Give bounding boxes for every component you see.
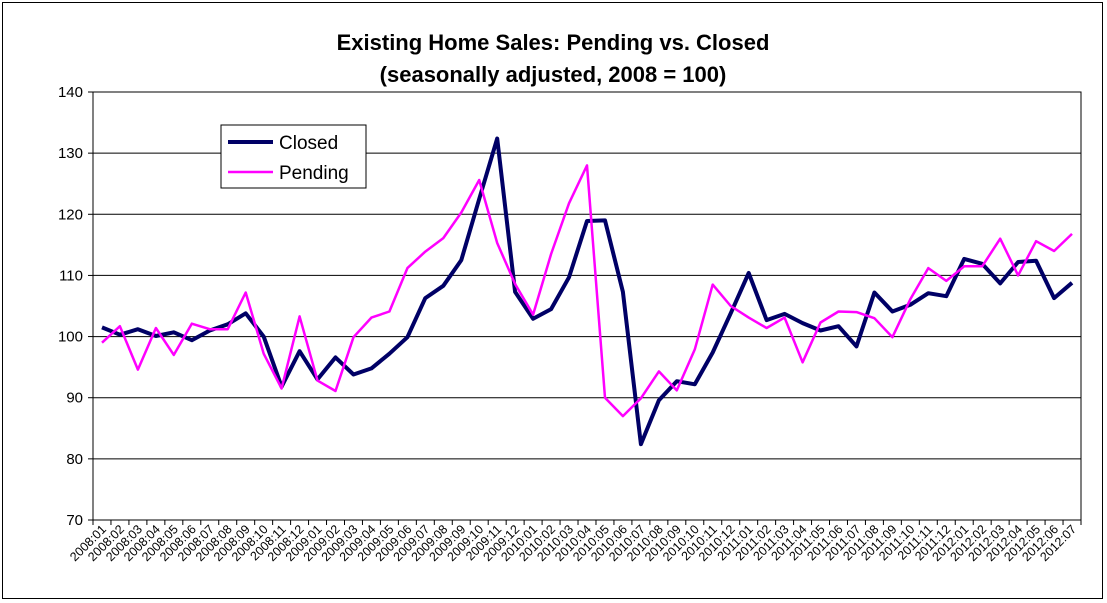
y-tick-label: 130 [58,145,83,162]
y-tick-label: 110 [59,267,83,284]
y-tick-label: 80 [66,451,83,468]
y-tick-label: 140 [58,84,83,101]
series-lines [101,136,1074,447]
legend-label-pending: Pending [279,163,349,184]
series-line-pending [101,164,1073,418]
chart-title: Existing Home Sales: Pending vs. Closed [337,30,770,55]
y-tick-label: 70 [66,512,83,529]
y-axis: 70 80 90 100 110 120 130 140 [58,84,93,529]
plot-area [92,91,1082,521]
x-axis: 2008:012008:022008:032008:042008:052008:… [67,520,1082,564]
y-tick-label: 100 [58,329,83,346]
legend-label-closed: Closed [279,133,338,154]
legend: Closed Pending [220,124,367,189]
legend-box [220,124,367,189]
chart-subtitle: (seasonally adjusted, 2008 = 100) [380,62,727,87]
y-tick-label: 120 [58,206,83,223]
series-line-closed [101,136,1074,447]
y-tick-label: 90 [66,390,83,407]
